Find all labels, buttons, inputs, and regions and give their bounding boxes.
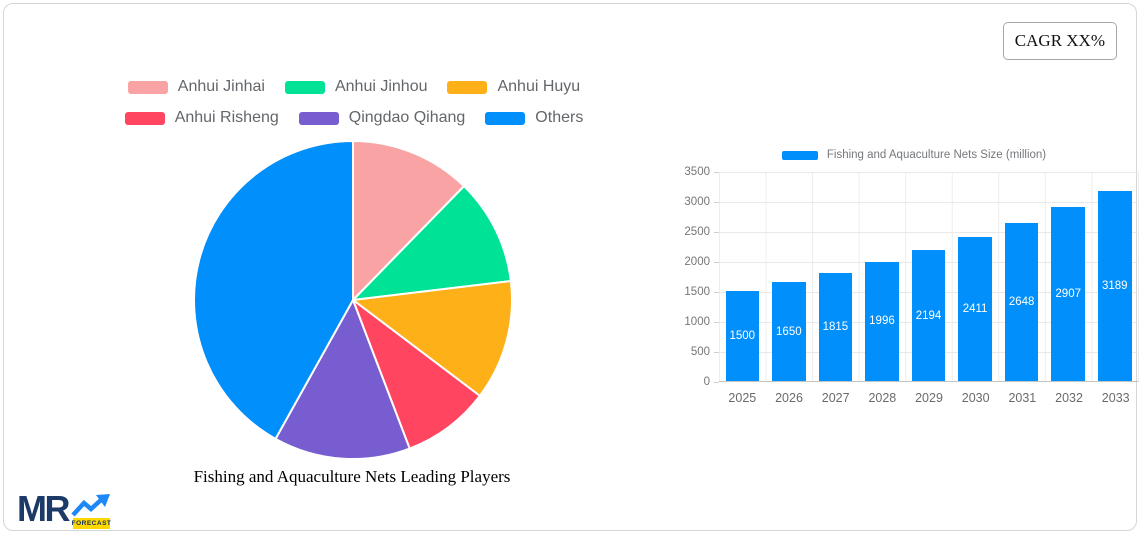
bar-slot-2033: 3189 xyxy=(1092,172,1139,381)
trend-arrow-icon xyxy=(71,494,110,517)
legend-label: Anhui Jinhou xyxy=(334,78,428,95)
x-axis: 2025 2026 2027 2028 2029 2030 2031 2032 2033 xyxy=(719,391,1139,405)
bar-2031[interactable]: 2648 xyxy=(1004,222,1039,381)
bar-slot-2029: 2194 xyxy=(905,172,952,381)
x-tick-label-2032: 2032 xyxy=(1055,391,1083,405)
y-tick-mark xyxy=(714,352,719,353)
legend-item-anhui-risheng[interactable]: Anhui Risheng xyxy=(124,109,279,127)
pie-svg xyxy=(193,140,513,460)
bar-2030[interactable]: 2411 xyxy=(958,237,992,381)
bar-value-label: 2194 xyxy=(915,309,942,322)
x-tick-label-2033: 2033 xyxy=(1101,391,1130,405)
bar-2027[interactable]: 1815 xyxy=(818,272,853,381)
mr-forecast-logo: MR FORECAST xyxy=(17,488,112,530)
legend-label: Anhui Jinhai xyxy=(177,78,265,95)
bar-value-label: 3189 xyxy=(1101,279,1128,292)
bar-2033[interactable]: 3189 xyxy=(1098,190,1132,381)
bar-slot-2025: 1500 xyxy=(719,172,766,381)
x-tick-label-2028: 2028 xyxy=(868,391,897,405)
bar-legend-swatch[interactable] xyxy=(781,150,818,160)
y-tick-label: 2500 xyxy=(684,226,710,238)
legend-item-qingdao-qihang[interactable]: Qingdao Qihang xyxy=(298,109,466,127)
y-tick-label: 1000 xyxy=(684,316,710,328)
pie-legend: Anhui Jinhai Anhui Jinhou Anhui Huyu Anhui … xyxy=(99,78,609,127)
legend-swatch xyxy=(447,80,488,94)
bar-2028[interactable]: 1996 xyxy=(865,261,899,381)
x-tick-label-2031: 2031 xyxy=(1008,391,1037,405)
legend-item-anhui-jinhai[interactable]: Anhui Jinhai xyxy=(127,78,265,96)
y-tick-label: 1500 xyxy=(684,286,710,298)
y-tick-mark xyxy=(714,322,719,323)
y-tick-mark xyxy=(714,202,719,203)
legend-item-anhui-huyu[interactable]: Anhui Huyu xyxy=(447,78,580,96)
y-tick-mark xyxy=(714,232,719,233)
y-axis: 3500 3000 2500 2000 1500 1000 500 0 xyxy=(684,166,719,388)
legend-label: Anhui Huyu xyxy=(497,78,581,95)
x-tick-label-2025: 2025 xyxy=(728,391,757,405)
logo-mr-text: MR xyxy=(17,488,71,529)
y-tick-label: 2000 xyxy=(684,256,710,268)
legend-swatch xyxy=(124,111,165,125)
bar-slot-2032: 2907 xyxy=(1045,172,1092,381)
bar-value-label: 2907 xyxy=(1055,288,1081,301)
pie-chart xyxy=(190,137,516,463)
bar-value-label: 1996 xyxy=(869,315,895,328)
legend-label: Others xyxy=(535,109,584,126)
pie-slice-anhui-jinhai[interactable] xyxy=(352,140,466,301)
bar-legend: Fishing and Aquaculture Nets Size (milli… xyxy=(689,149,1139,161)
pie-chart-title: Fishing and Aquaculture Nets Leading Pla… xyxy=(193,467,511,486)
bar-slot-2030: 2411 xyxy=(952,172,999,381)
y-tick-label: 3000 xyxy=(684,196,710,208)
bar-slot-2031: 2648 xyxy=(998,172,1045,381)
x-tick-label-2029: 2029 xyxy=(915,391,943,405)
report-card: CAGR XX% Anhui Jinhai Anhui Jinhou Anhui H… xyxy=(3,3,1139,531)
bar-chart: Fishing and Aquaculture Nets Size (milli… xyxy=(684,149,1139,405)
legend-item-others[interactable]: Others xyxy=(485,109,583,127)
pie-slice-anhui-jinhou[interactable] xyxy=(352,185,512,301)
y-tick-label: 3500 xyxy=(684,166,710,178)
bar-value-label: 1650 xyxy=(776,325,802,338)
legend-swatch xyxy=(298,111,339,125)
bar-slot-2026: 1650 xyxy=(766,172,813,381)
bar-plot-area: 1500 1650 1815 1996 2194 2411 2648 2907 3189 xyxy=(719,172,1139,382)
bar-value-label: 1500 xyxy=(729,330,756,343)
bar-value-label: 1815 xyxy=(822,320,849,333)
bar-2029[interactable]: 2194 xyxy=(911,250,946,381)
bar-value-label: 2411 xyxy=(962,303,988,316)
x-tick-label-2026: 2026 xyxy=(775,391,803,405)
x-tick-label-2030: 2030 xyxy=(961,391,990,405)
bar-2026[interactable]: 1650 xyxy=(772,282,806,381)
bar-2032[interactable]: 2907 xyxy=(1051,207,1085,381)
y-tick-mark xyxy=(714,262,719,263)
bar-legend-label: Fishing and Aquaculture Nets Size (milli… xyxy=(826,149,1047,161)
legend-swatch xyxy=(284,80,325,94)
legend-label: Qingdao Qihang xyxy=(348,109,466,126)
cagr-badge[interactable]: CAGR XX% xyxy=(1002,22,1117,60)
y-tick-mark xyxy=(714,382,719,383)
bar-slot-2027: 1815 xyxy=(812,172,859,381)
bar-slot-2028: 1996 xyxy=(859,172,906,381)
legend-swatch xyxy=(127,80,168,94)
logo-forecast-badge: FORECAST xyxy=(71,518,112,529)
pie-slice-qingdao-qihang[interactable] xyxy=(274,299,411,460)
pie-slice-anhui-risheng[interactable] xyxy=(352,299,481,450)
y-tick-label: 0 xyxy=(703,376,710,388)
y-tick-mark xyxy=(714,172,719,173)
legend-swatch xyxy=(485,111,526,125)
legend-item-anhui-jinhou[interactable]: Anhui Jinhou xyxy=(284,78,428,96)
y-tick-mark xyxy=(714,292,719,293)
pie-slice-others[interactable] xyxy=(193,140,354,440)
x-tick-label-2027: 2027 xyxy=(821,391,850,405)
pie-slice-anhui-huyu[interactable] xyxy=(352,280,513,397)
bar-2025[interactable]: 1500 xyxy=(725,291,760,381)
y-tick-label: 500 xyxy=(690,346,710,358)
legend-label: Anhui Risheng xyxy=(174,109,279,126)
bar-value-label: 2648 xyxy=(1008,295,1035,308)
